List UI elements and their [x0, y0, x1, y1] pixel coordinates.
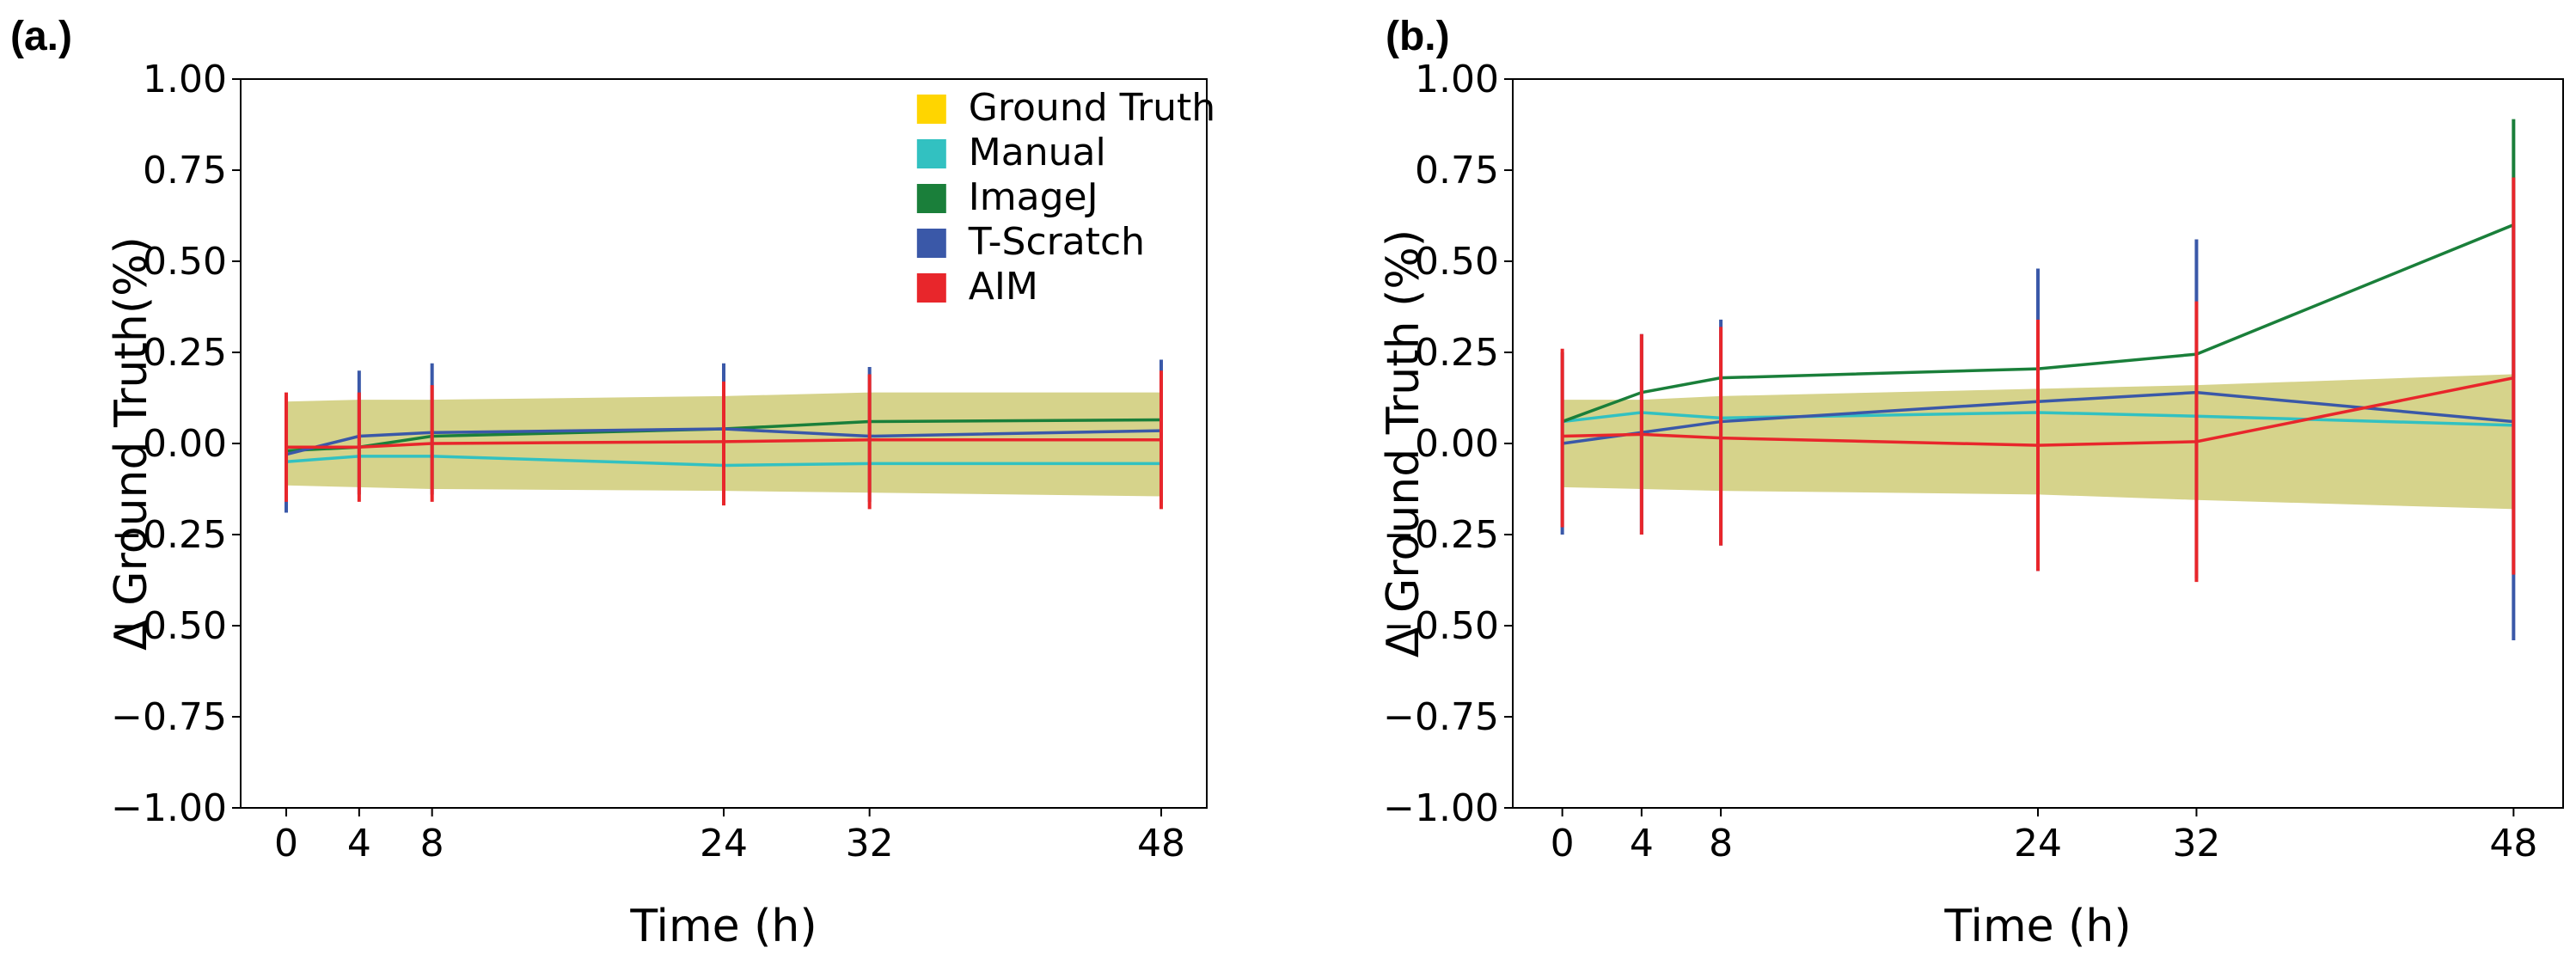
- legend-label: T-Scratch: [968, 220, 1145, 264]
- y-axis-label: Δ Ground Truth(%): [106, 236, 157, 651]
- y-tick-label: 1.00: [143, 58, 227, 101]
- series-line-aim: [286, 438, 1161, 449]
- x-tick-label: 48: [1137, 822, 1185, 865]
- x-tick-label: 0: [274, 822, 298, 865]
- y-tick-label: 1.00: [1415, 58, 1499, 101]
- y-tick-label: −0.50: [111, 604, 227, 648]
- legend-swatch: [916, 229, 946, 258]
- legend-label: AIM: [969, 265, 1038, 309]
- x-tick-label: 0: [1551, 822, 1575, 865]
- series-line-t-scratch: [285, 427, 1162, 456]
- series-line-manual: [1562, 411, 2514, 427]
- x-tick-label: 8: [1709, 822, 1733, 865]
- panel-label: (b.): [1386, 14, 1450, 59]
- x-axis-label: Time (h): [629, 901, 817, 952]
- y-tick-label: 0.00: [1415, 422, 1499, 466]
- y-tick-label: −1.00: [1383, 786, 1499, 830]
- panel-a: (a.) 1.00 0.75 0.50 0.25 0.00 −0.25 −0.50 −0.75 −…: [10, 14, 1215, 952]
- series-line-aim: [1562, 376, 2514, 447]
- panel-b: (b.)1.00 0.75 0.50 0.25 0.00 −0.25 −0.50 −0.75 −…: [1378, 14, 2564, 952]
- legend-swatch: [916, 184, 946, 213]
- y-axis-label: Δ Ground Truth (%): [1378, 229, 1429, 657]
- y-tick-label: −0.25: [111, 513, 227, 557]
- y-tick-label: 0.50: [1415, 240, 1499, 284]
- y-tick-label: 0.75: [1415, 149, 1499, 193]
- y-tick-label: −0.75: [111, 695, 227, 739]
- legend-label: Ground Truth: [969, 86, 1215, 130]
- y-tick-label: −0.25: [1383, 513, 1499, 557]
- y-tick-label: −0.75: [1383, 695, 1499, 739]
- legend-swatch: [916, 273, 946, 303]
- series-line-manual: [285, 455, 1161, 468]
- x-tick-label: 24: [700, 822, 748, 865]
- y-tick-label: −0.50: [1383, 604, 1499, 648]
- legend-swatch: [916, 139, 946, 168]
- y-tick-label: 0.25: [143, 331, 227, 375]
- legend-label: Manual: [969, 131, 1106, 174]
- x-tick-label: 4: [347, 822, 371, 865]
- x-tick-label: 48: [2489, 822, 2537, 865]
- x-tick-label: 8: [420, 822, 444, 865]
- x-tick-label: 32: [2172, 822, 2220, 865]
- y-tick-label: 0.50: [143, 240, 227, 284]
- x-tick-label: 32: [846, 822, 894, 865]
- legend-swatch: [916, 95, 946, 124]
- y-tick-label: 0.25: [1415, 331, 1499, 375]
- x-tick-label: 4: [1630, 822, 1654, 865]
- panel-label: (a.): [10, 14, 72, 59]
- y-tick-label: 0.75: [143, 149, 227, 193]
- series-line-imagej: [1562, 223, 2515, 424]
- y-tick-label: 0.00: [143, 422, 227, 466]
- x-tick-label: 24: [2014, 822, 2062, 865]
- x-axis-label: Time (h): [1943, 901, 2131, 952]
- legend-label: ImageJ: [969, 175, 1098, 219]
- y-tick-label: −1.00: [111, 786, 227, 830]
